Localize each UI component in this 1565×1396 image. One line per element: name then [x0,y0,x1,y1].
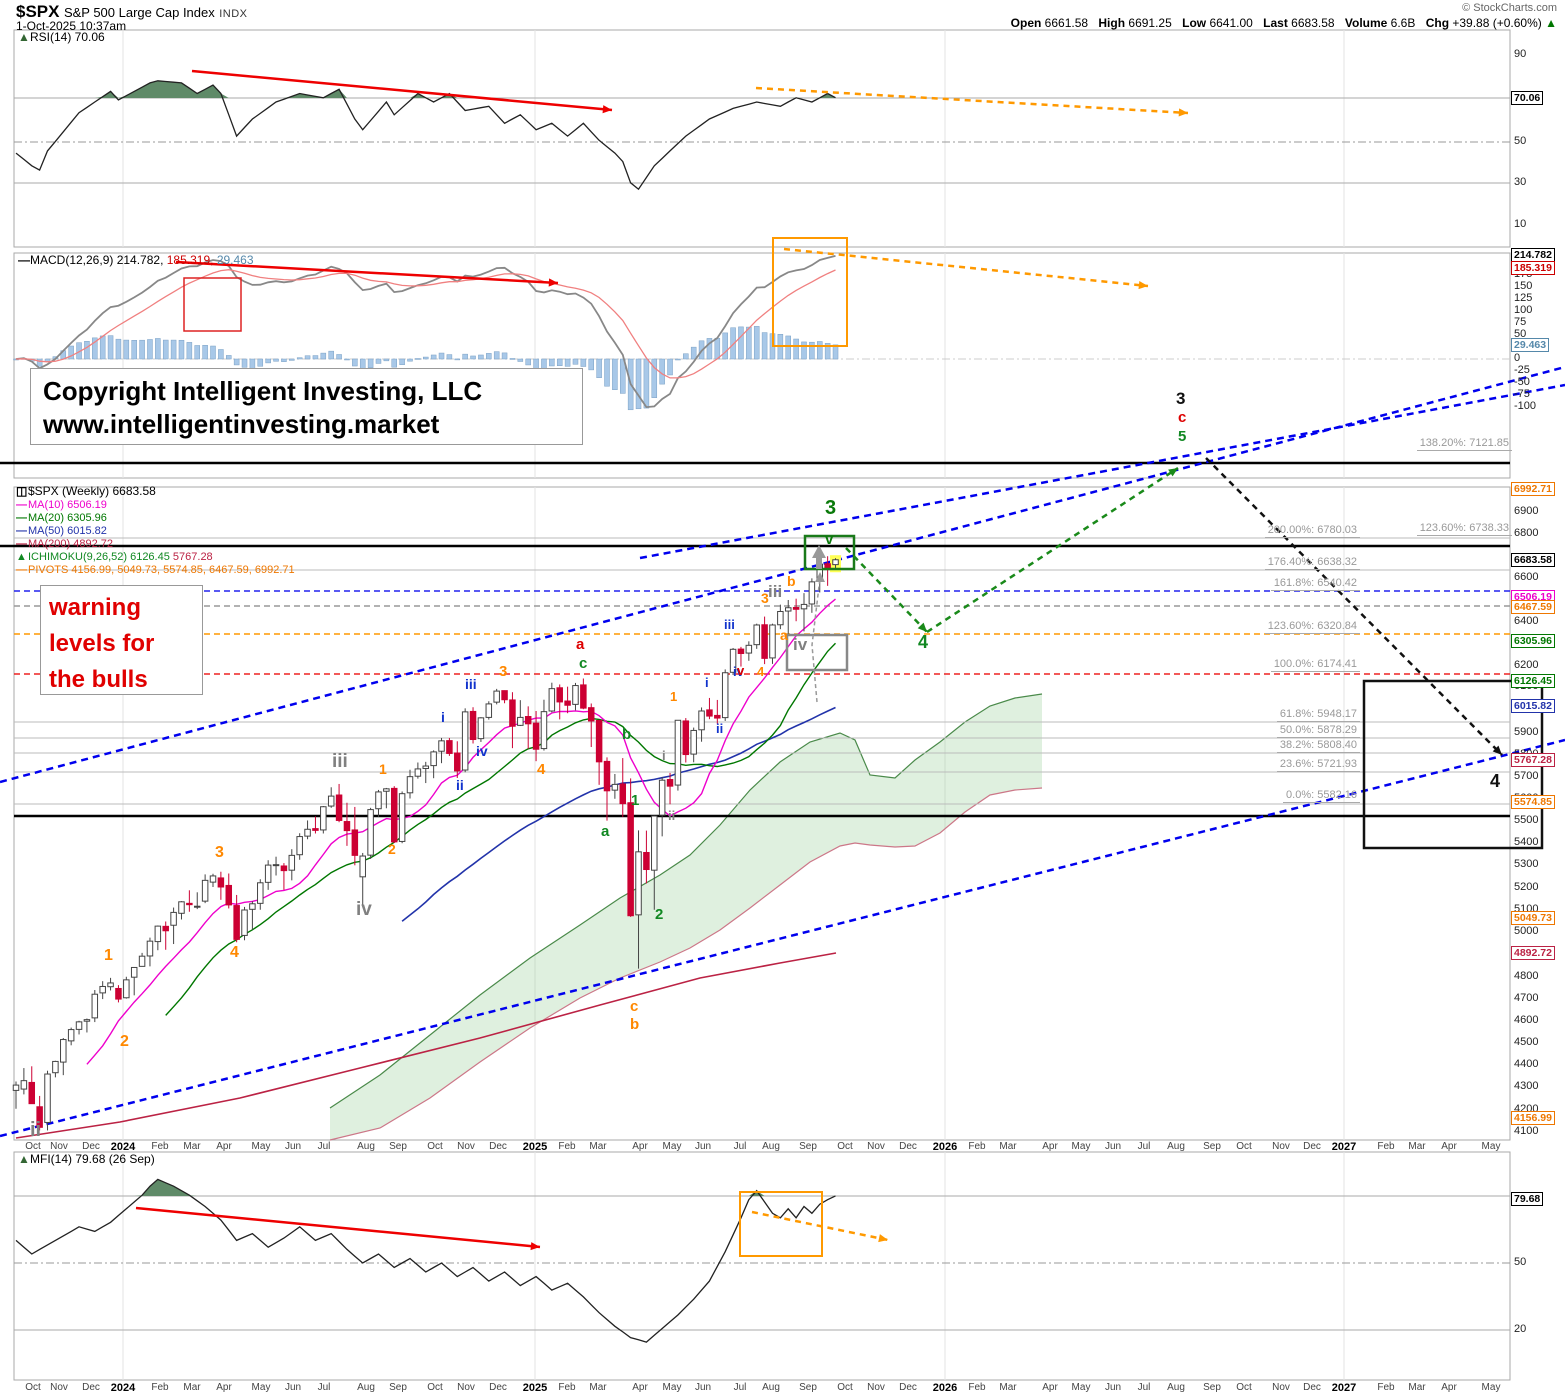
copyright-line2: www.intelligentinvesting.market [43,409,440,439]
legend-row: ▲ICHIMOKU(9,26,52) 6126.45 5767.28 [16,551,295,563]
mfi-label: MFI(14) 79.68 (26 Sep) [30,1152,155,1166]
legend-text: MA(20) 6305.96 [28,512,107,524]
warning-line1: warning [49,594,142,621]
legend-row: —MA(20) 6305.96 [16,512,295,524]
rsi-legend: ▲RSI(14) 70.06 [18,30,105,44]
area-chart-icon: ▲ [18,1152,30,1166]
legend-text: MA(10) 6506.19 [28,499,107,511]
legend-row: —MA(50) 6015.82 [16,525,295,537]
warning-line3: the bulls [49,666,148,693]
main-chart-legend: ◫$SPX (Weekly) 6683.58 —MA(10) 6506.19 —MA… [16,484,295,577]
legend-text: MA(200) 4892.72 [28,538,113,550]
quote-label: Low [1182,16,1207,30]
rsi-label: RSI(14) 70.06 [30,30,105,44]
header: $SPX S&P 500 Large Cap Index INDX [16,2,248,22]
line-icon: — [16,512,27,524]
copyright-annotation-box: Copyright Intelligent Investing, LLC www… [30,368,583,445]
warning-annotation-box: warning levels for the bulls [40,585,203,695]
macd-signal-value: 185.319, [166,253,214,267]
line-icon: — [16,499,27,511]
symbol: $SPX [16,2,60,21]
stockcharts-credit: © StockCharts.com [1462,2,1557,14]
chart-datetime: 1-Oct-2025 10:37am [16,19,127,33]
symbol-name: S&P 500 Large Cap Index [63,5,215,20]
cloud-icon: ▲ [16,551,27,563]
legend-text: ICHIMOKU(9,26,52) 6126.45 [28,551,170,563]
copyright-line1: Copyright Intelligent Investing, LLC [43,376,483,406]
legend-text: PIVOTS 4156.99, 5049.73, 5574.85, 6467.5… [28,564,295,576]
mfi-legend: ▲MFI(14) 79.68 (26 Sep) [18,1152,155,1166]
legend-row: —MA(10) 6506.19 [16,499,295,511]
legend-row: —MA(200) 4892.72 [16,538,295,550]
line-icon: — [16,538,27,550]
legend-row: ◫$SPX (Weekly) 6683.58 [16,484,295,498]
quote-label: High [1098,16,1126,30]
area-chart-icon: ▲ [18,30,30,44]
warning-line2: levels for [49,630,155,657]
quote-label: Open [1010,16,1042,30]
line-icon: — [16,525,27,537]
legend-text-2: 5767.28 [169,551,213,563]
candles-icon: ◫ [16,484,28,498]
macd-legend: —MACD(12,26,9) 214.782, 185.319, 29.463 [18,253,254,267]
exchange-label: INDX [219,8,248,20]
line-chart-icon: — [18,253,30,267]
legend-row: —PIVOTS 4156.99, 5049.73, 5574.85, 6467.… [16,564,295,576]
quote-label: Last [1263,16,1288,30]
line-icon: — [16,564,27,576]
quote-label: Volume [1344,16,1388,30]
legend-text: MA(50) 6015.82 [28,525,107,537]
quote-row: Open 6661.58 High 6691.25 Low 6641.00 La… [1010,16,1557,30]
macd-hist-value: 29.463 [216,253,254,267]
change-up-arrow-icon: ▲ [1545,16,1557,30]
quote-label: Chg [1425,16,1450,30]
macd-label: MACD(12,26,9) 214.782, [30,253,164,267]
legend-text: $SPX (Weekly) 6683.58 [28,484,156,498]
